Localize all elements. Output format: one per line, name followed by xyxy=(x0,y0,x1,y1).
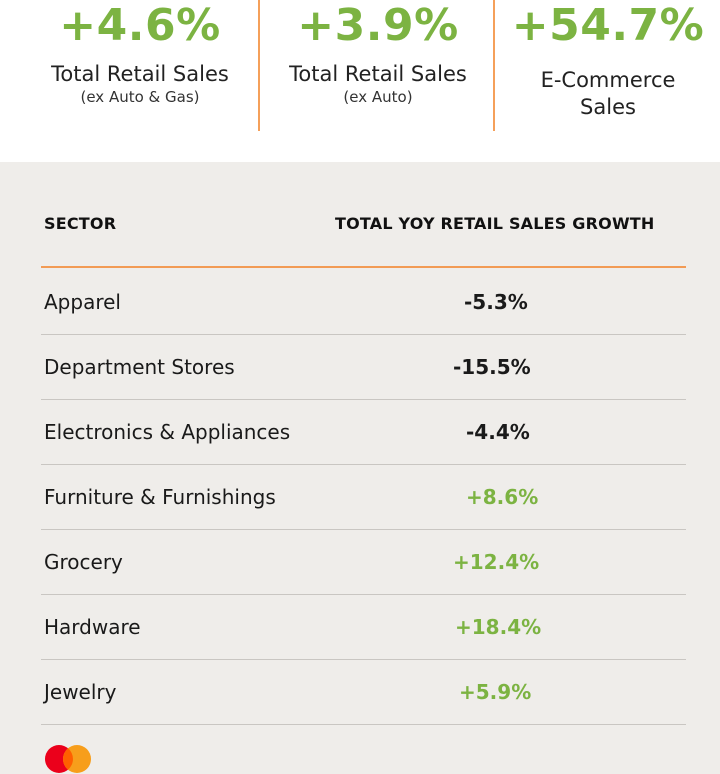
row-divider xyxy=(41,724,686,725)
sector-name: Furniture & Furnishings xyxy=(44,485,276,509)
kpi-total-retail-ex-auto: +3.9% Total Retail Sales (ex Auto) xyxy=(253,0,503,107)
row-divider xyxy=(41,399,686,400)
header-divider xyxy=(41,266,686,268)
kpi-value: +54.7% xyxy=(511,0,705,51)
kpi-label-line1: E-Commerce xyxy=(540,68,676,92)
row-divider xyxy=(41,529,686,530)
growth-value: -5.3% xyxy=(464,290,528,314)
kpi-label: Total Retail Sales xyxy=(51,62,229,86)
table-row: Hardware +18.4% xyxy=(41,595,686,660)
row-divider xyxy=(41,464,686,465)
kpi-total-retail-ex-auto-gas: +4.6% Total Retail Sales (ex Auto & Gas) xyxy=(15,0,265,107)
table-row: Jewelry +5.9% xyxy=(41,660,686,725)
table-row: Electronics & Appliances -4.4% xyxy=(41,400,686,465)
table-row: Furniture & Furnishings +8.6% xyxy=(41,465,686,530)
sector-name: Department Stores xyxy=(44,355,235,379)
kpi-divider xyxy=(258,0,260,131)
kpi-summary: +4.6% Total Retail Sales (ex Auto & Gas)… xyxy=(0,0,720,162)
table-row: Apparel -5.3% xyxy=(41,270,686,335)
growth-value: +12.4% xyxy=(453,550,540,574)
sector-table-panel xyxy=(0,162,720,774)
sector-name: Jewelry xyxy=(44,680,117,704)
column-header-sector: SECTOR xyxy=(44,214,117,233)
growth-value: +5.9% xyxy=(459,680,532,704)
table-row: Department Stores -15.5% xyxy=(41,335,686,400)
kpi-label: Total Retail Sales xyxy=(289,62,467,86)
kpi-label-line2: Sales xyxy=(580,95,636,119)
growth-value: -4.4% xyxy=(466,420,530,444)
kpi-divider xyxy=(493,0,495,131)
table-row: Grocery +12.4% xyxy=(41,530,686,595)
column-header-growth: TOTAL YOY RETAIL SALES GROWTH xyxy=(335,214,655,233)
mastercard-logo-icon xyxy=(45,745,91,773)
row-divider xyxy=(41,659,686,660)
row-divider xyxy=(41,594,686,595)
kpi-sublabel: (ex Auto & Gas) xyxy=(80,88,200,106)
kpi-ecommerce-sales: +54.7% E-Commerce Sales xyxy=(488,0,720,121)
growth-value: -15.5% xyxy=(453,355,531,379)
kpi-value: +3.9% xyxy=(297,0,459,51)
sector-name: Grocery xyxy=(44,550,123,574)
kpi-label: E-Commerce Sales xyxy=(488,67,720,121)
growth-value: +8.6% xyxy=(466,485,539,509)
growth-value: +18.4% xyxy=(455,615,542,639)
kpi-sublabel: (ex Auto) xyxy=(343,88,413,106)
sector-name: Hardware xyxy=(44,615,141,639)
sector-name: Apparel xyxy=(44,290,121,314)
sector-name: Electronics & Appliances xyxy=(44,420,291,444)
row-divider xyxy=(41,334,686,335)
kpi-value: +4.6% xyxy=(59,0,221,51)
